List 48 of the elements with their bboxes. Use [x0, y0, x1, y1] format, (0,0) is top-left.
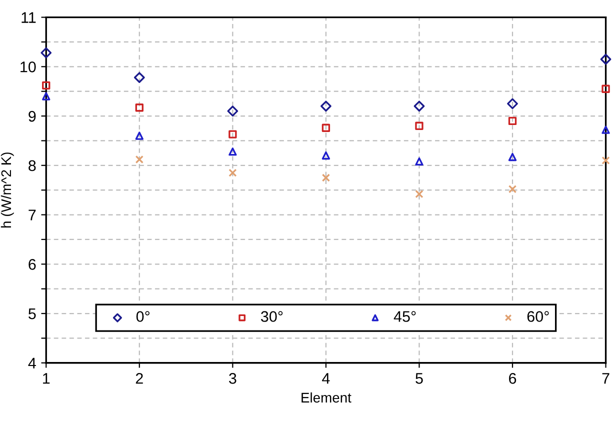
y-tick-label: 6 — [28, 259, 36, 270]
y-tick-label: 8 — [28, 160, 36, 172]
point — [508, 185, 517, 194]
point — [134, 72, 145, 83]
legend-label: 0° — [136, 311, 150, 322]
x-tick-label: 2 — [136, 373, 143, 384]
y-tick-label: 10 — [20, 62, 36, 72]
point — [415, 122, 424, 130]
point — [415, 157, 424, 166]
x-tick-label: 6 — [509, 373, 516, 384]
point — [602, 84, 610, 93]
x-tick-label: 7 — [602, 373, 610, 384]
point — [320, 100, 332, 112]
y-tick-label: 7 — [28, 210, 36, 220]
point — [508, 152, 517, 162]
point — [228, 147, 237, 156]
y-tick-label: 9 — [28, 110, 36, 122]
y-axis-title: h (W/m^2 K) — [0, 152, 14, 228]
point — [322, 151, 330, 160]
point — [227, 106, 238, 117]
point — [42, 92, 50, 100]
y-tick-label: 5 — [28, 308, 36, 320]
point — [42, 81, 50, 90]
point — [414, 100, 425, 112]
point — [135, 104, 144, 112]
point — [40, 47, 52, 58]
x-axis-title: Element — [302, 392, 352, 403]
point — [415, 190, 424, 198]
point — [135, 155, 144, 164]
point — [322, 124, 330, 132]
y-tick-label: 4 — [28, 358, 36, 368]
x-tick-label: 1 — [43, 373, 50, 384]
x-tick-label: 3 — [229, 373, 236, 384]
legend-label: 30° — [260, 311, 283, 322]
y-tick-label: 11 — [22, 12, 36, 23]
point — [507, 98, 518, 110]
point — [508, 116, 517, 126]
point — [600, 54, 612, 65]
x-tick-label: 5 — [416, 373, 423, 384]
legend-label: 60° — [527, 311, 549, 322]
point — [322, 174, 330, 182]
point — [602, 156, 610, 165]
legend-label: 45° — [394, 311, 416, 322]
x-tick-label: 4 — [322, 373, 330, 384]
point — [228, 168, 237, 177]
point — [135, 132, 144, 140]
point — [228, 130, 237, 138]
point — [602, 126, 610, 134]
